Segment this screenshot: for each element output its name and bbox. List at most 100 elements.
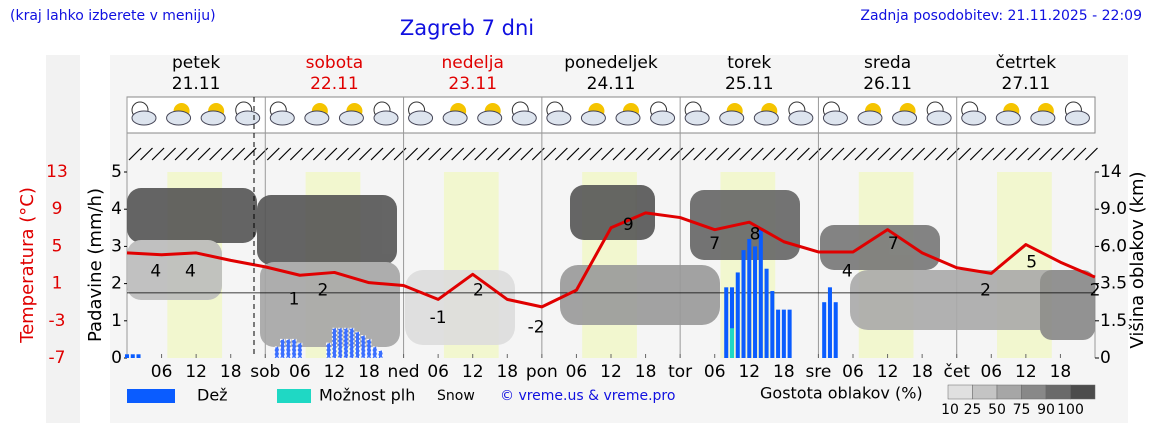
wind-barb (312, 147, 326, 161)
height-tick-label: 9.0 (1100, 199, 1127, 219)
day-name: sreda (864, 53, 911, 73)
temperature-line (126, 211, 1096, 309)
wind-barb (923, 147, 937, 161)
wind-barb (1038, 147, 1052, 161)
wind-barb (716, 147, 730, 161)
wind-barb (601, 147, 614, 161)
temp-label: 4 (150, 262, 161, 282)
wind-barb (209, 147, 223, 161)
cloud-area (820, 225, 940, 270)
x-tick-label: 12 (185, 362, 207, 382)
temp-label: 4 (842, 262, 853, 282)
wind-barb (508, 147, 522, 161)
x-tick-label: 18 (358, 362, 380, 382)
precip-bar (136, 354, 141, 358)
precip-bar (729, 287, 735, 358)
temp-label: 5 (1026, 252, 1037, 272)
density-tick-label: 90 (1037, 402, 1055, 418)
credit: © vreme.us & vreme.pro (500, 388, 675, 404)
day-name: ponedeljek (564, 53, 658, 73)
day-date: 25.11 (725, 74, 774, 94)
precip-bar (360, 335, 366, 359)
x-tick-label: 12 (600, 362, 622, 382)
wind-barb (866, 147, 879, 161)
day-name: petek (172, 53, 220, 73)
cloud-icon (373, 110, 399, 126)
cloud-icon (892, 110, 918, 126)
cloud-icon (442, 110, 468, 126)
precip-bar (343, 327, 349, 359)
x-tick-label: pon (526, 362, 558, 382)
density-swatch (972, 384, 998, 400)
wind-barb (578, 147, 591, 161)
x-tick-label: 06 (427, 362, 449, 382)
cloud-icon (304, 110, 330, 126)
density-swatch (1045, 384, 1071, 400)
precip-tick-label: 5 (111, 162, 122, 182)
precip-bar (285, 338, 291, 359)
cloud-icon (719, 110, 745, 126)
height-tick-label: 0 (1100, 348, 1111, 368)
cloud-area (1040, 270, 1095, 340)
day-name: sobota (306, 53, 364, 73)
precip-bar (787, 309, 792, 358)
wind-barb (566, 147, 580, 161)
height-tick-label: 14 (1100, 162, 1122, 182)
precip-tick-label: 4 (111, 199, 122, 219)
precip-bar (349, 327, 355, 359)
precip-bar (297, 342, 303, 359)
wind-barb (266, 147, 280, 161)
wind-barb (739, 147, 753, 161)
day-name: torek (727, 53, 771, 73)
temp-label: -1 (430, 308, 447, 328)
cloud-icon (1030, 110, 1056, 126)
day-date: 22.11 (310, 74, 359, 94)
precip-bar (366, 338, 372, 359)
cloud-icon (995, 110, 1021, 126)
x-tick-label: 12 (462, 362, 484, 382)
cloud-icon (546, 110, 572, 126)
wind-barb (336, 147, 349, 161)
wind-barb (820, 147, 833, 161)
precip-bar (124, 354, 130, 358)
precip-bar (378, 350, 384, 359)
day-name: četrtek (996, 53, 1057, 73)
precip-bar (827, 287, 832, 358)
wind-barb (416, 147, 430, 161)
precip-bar (753, 246, 758, 358)
density-swatch (1070, 384, 1096, 400)
cloud-area (690, 190, 800, 260)
cloud-area (127, 240, 222, 300)
wind-barb (704, 147, 718, 161)
temp-label: 2 (1090, 280, 1101, 300)
wind-barb (992, 147, 1006, 161)
cloud-icon (615, 110, 641, 126)
cloud-icon (788, 110, 814, 126)
precip-bar (770, 291, 775, 358)
menu-note: (kraj lahko izberete v meniju) (10, 8, 216, 24)
cloud-icon (753, 110, 779, 126)
wind-barb (439, 147, 453, 161)
wind-barb (635, 147, 649, 161)
day-date: 26.11 (863, 74, 912, 94)
x-tick-label: 12 (1015, 362, 1037, 382)
wind-barb (969, 147, 983, 161)
temp-label: 1 (289, 290, 300, 310)
height-tick-label: 3.5 (1100, 274, 1127, 294)
wind-barb (612, 147, 626, 161)
temp-axis-label: Temperatura (°C) (17, 187, 38, 344)
day-name: nedelja (442, 53, 504, 73)
temp-tick-label: 5 (52, 236, 63, 256)
wind-barb (854, 147, 868, 161)
cloud-icon (338, 110, 364, 126)
x-tick-label: 18 (635, 362, 657, 382)
wind-barb (773, 147, 787, 161)
cloud-area (570, 185, 655, 240)
wind-barb (220, 147, 234, 161)
cloud-icon (580, 110, 606, 126)
wind-barb (197, 147, 211, 161)
x-tick-label: 06 (289, 362, 311, 382)
x-tick-label: 18 (496, 362, 518, 382)
cloud-area (260, 262, 400, 347)
precip-bar (822, 302, 827, 358)
